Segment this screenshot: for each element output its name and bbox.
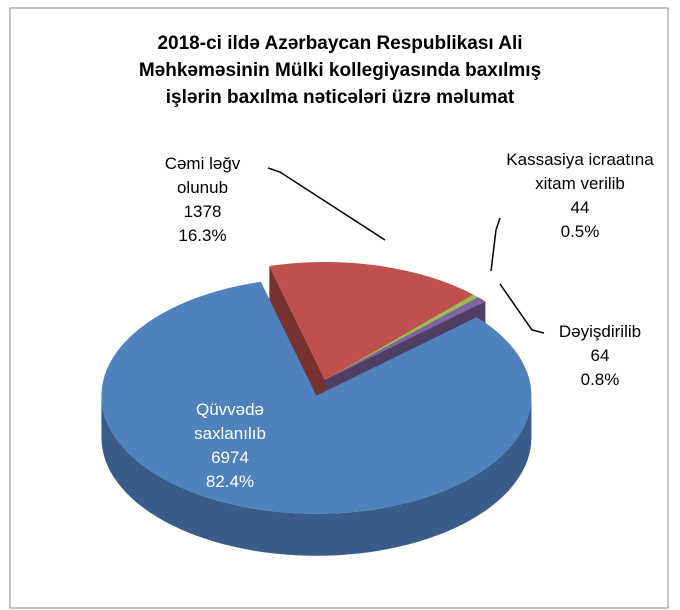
label-value: 44 xyxy=(570,198,590,217)
slice xyxy=(101,281,532,514)
label-name: Kassasiya icraatına xitam verilib xyxy=(506,150,654,193)
label-percent: 0.5% xyxy=(560,222,600,241)
label-value: 6974 xyxy=(211,448,249,467)
slice xyxy=(325,297,486,380)
data-label: Cəmi ləğv olunub 1378 16.3% xyxy=(140,152,265,248)
label-percent: 82.4% xyxy=(205,472,255,491)
label-percent: 16.3% xyxy=(178,226,227,245)
slice xyxy=(269,262,474,380)
label-value: 64 xyxy=(590,346,610,365)
chart-title: 2018-ci ildə Azərbaycan Respublikası Ali… xyxy=(138,33,542,108)
leader-line xyxy=(490,217,501,272)
label-name: Cəmi ləğv olunub xyxy=(164,154,241,197)
label-percent: 0.8% xyxy=(580,370,620,389)
data-label: Kassasiya icraatına xitam verilib 44 0.5… xyxy=(505,148,655,244)
label-value: 1378 xyxy=(183,202,222,221)
pie xyxy=(101,262,532,556)
data-label: Qüvvədə saxlanılıb 6974 82.4% xyxy=(160,398,300,494)
leader-line xyxy=(499,283,545,334)
label-name: Dəyişdirilib xyxy=(558,322,642,341)
slice xyxy=(325,294,479,380)
chart-frame xyxy=(9,7,669,609)
slice-side xyxy=(101,395,532,556)
data-label: Dəyişdirilib 64 0.8% xyxy=(540,320,660,392)
slice-wall xyxy=(269,266,325,422)
leader-line xyxy=(267,167,386,241)
label-name: Qüvvədə saxlanılıb xyxy=(194,400,266,443)
